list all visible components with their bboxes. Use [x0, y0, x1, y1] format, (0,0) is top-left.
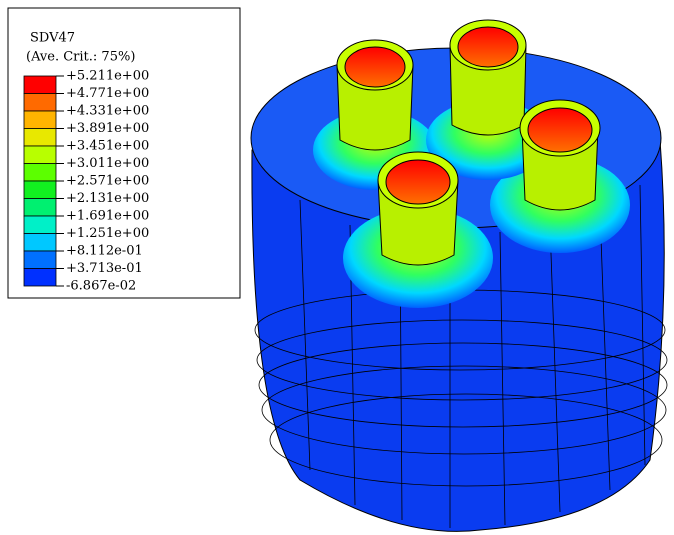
legend-subtitle: (Ave. Crit.: 75%): [26, 50, 135, 65]
legend-level: -6.867e-02: [66, 279, 136, 294]
legend-level: +5.211e+00: [66, 69, 149, 84]
legend-level: +2.131e+00: [66, 191, 149, 206]
legend-level: +4.771e+00: [66, 86, 149, 101]
legend-level: +1.251e+00: [66, 226, 149, 241]
legend-band: [24, 111, 56, 129]
legend-band: [24, 251, 56, 269]
legend-band: [24, 216, 56, 234]
tube: [450, 20, 526, 135]
legend-band: [24, 94, 56, 112]
legend-level: +4.331e+00: [66, 104, 149, 119]
legend-level: +3.451e+00: [66, 139, 149, 154]
legend-band: [24, 129, 56, 147]
legend-level: +3.891e+00: [66, 121, 149, 136]
legend-level: +2.571e+00: [66, 174, 149, 189]
legend-band: [24, 234, 56, 252]
legend-level: +3.011e+00: [66, 156, 149, 171]
tube: [520, 100, 600, 210]
legend-level: +8.112e-01: [66, 244, 143, 259]
legend-band: [24, 269, 56, 287]
viewport: SDV47 (Ave. Crit.: 75%) +5.211e+00 +4.771…: [0, 0, 674, 535]
model: [251, 20, 667, 531]
legend-level: +3.713e-01: [66, 261, 143, 276]
legend-band: [24, 146, 56, 164]
legend: SDV47 (Ave. Crit.: 75%) +5.211e+00 +4.771…: [8, 8, 240, 298]
legend-band: [24, 181, 56, 199]
tube: [337, 40, 413, 150]
legend-title: SDV47: [30, 31, 75, 46]
legend-band: [24, 199, 56, 217]
legend-band: [24, 164, 56, 182]
legend-band: [24, 76, 56, 94]
legend-level: +1.691e+00: [66, 209, 149, 224]
tube: [378, 152, 458, 265]
